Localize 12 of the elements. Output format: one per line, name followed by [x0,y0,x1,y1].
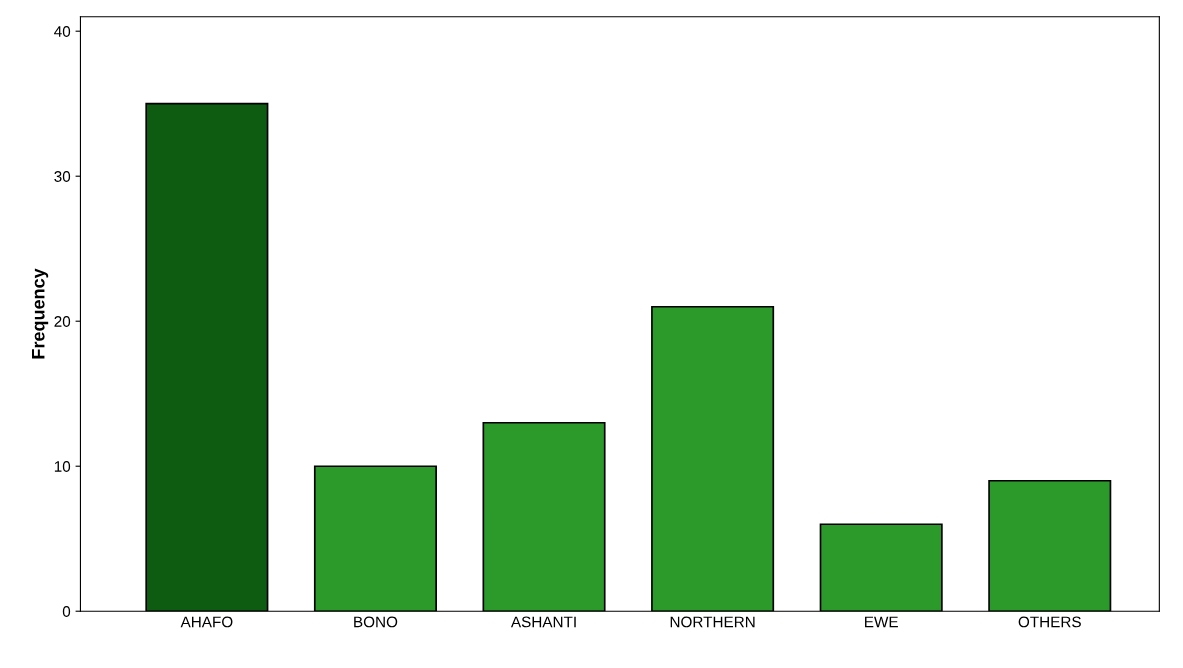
y-axis-title: Frequency [32,268,49,359]
y-tick-label: 20 [54,316,71,327]
x-tick-label: OTHERS [1018,616,1081,628]
x-tick-label: BONO [354,616,398,628]
y-tick-label: 30 [54,171,71,182]
y-tick-label: 0 [62,606,71,617]
y-tick-label: 40 [54,26,71,37]
x-tick-label: EWE [865,616,898,628]
x-tick-label: NORTHERN [670,616,755,628]
x-tick-label: AHAFO [180,616,233,628]
x-tick-label: ASHANTI [510,616,576,628]
y-tick-label: 10 [54,461,71,472]
